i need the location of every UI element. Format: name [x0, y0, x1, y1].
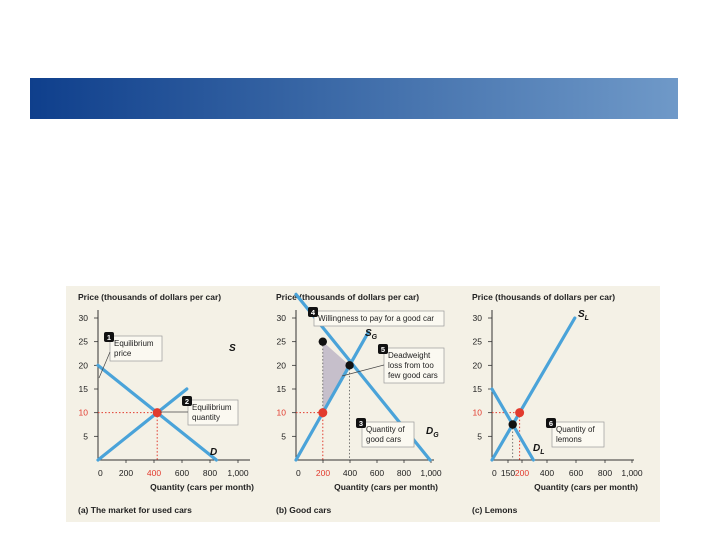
chart-2-xtick-label: 1,000: [420, 468, 442, 478]
chart-1-note-2-badge-num: 2: [185, 397, 189, 406]
chart-3-efficient-point: [508, 420, 517, 429]
chart-3-note-6-badge-num: 6: [549, 419, 553, 428]
chart-1-market-point: [152, 408, 162, 418]
chart-3-ytick-label: 10: [473, 408, 483, 418]
chart-3-xtick-label: 800: [598, 468, 612, 478]
chart-2-xtick-label: 600: [370, 468, 384, 478]
chart-2-ytick-label: 15: [277, 384, 287, 394]
chart-1-ytick-label: 10: [79, 408, 89, 418]
chart-3-label-dl: DL: [533, 443, 545, 456]
chart-2-ytick-label: 30: [277, 313, 287, 323]
chart-2-note-5-badge-num: 5: [381, 345, 385, 354]
chart-2-title: (b) Good cars: [276, 505, 332, 515]
chart-3-ytick-label: 25: [473, 337, 483, 347]
chart-2-note-4-badge: [308, 307, 318, 317]
chart-1-ylabel: Price (thousands of dollars per car): [78, 292, 221, 302]
chart-2-xtick-label: 200: [316, 468, 330, 478]
chart-3-curve-sl: [490, 316, 577, 462]
chart-2-xlabel: Quantity (cars per month): [334, 482, 438, 492]
chart-2-xtick-label: 400: [343, 468, 357, 478]
chart-1-note-2-box: [187, 399, 239, 426]
chart-2-label-dg: DG: [426, 426, 439, 439]
chart-2-note-5-pointer: [341, 364, 385, 377]
chart-3-note-6-box: [551, 421, 605, 448]
chart-3-label-sl: SL: [578, 309, 589, 322]
chart-3-ylabel: Price (thousands of dollars per car): [472, 292, 615, 302]
chart-2-note-4-badge-num: 4: [311, 308, 316, 317]
chart-1-ytick-label: 15: [79, 384, 89, 394]
chart-1-note-1-line: price: [114, 349, 132, 358]
chart-2-ytick-label: 20: [277, 360, 287, 370]
chart-2-ytick-label: 5: [281, 431, 286, 441]
chart-2-ylabel: Price (thousands of dollars per car): [276, 292, 419, 302]
chart-1-note-2-line: Equilibrium: [192, 403, 232, 412]
chart-2-note-5-line: loss from too: [388, 361, 434, 370]
chart-3-ytick-label: 30: [473, 313, 483, 323]
chart-3-xtick-label: 1,000: [621, 468, 643, 478]
chart-1-xtick-label: 0: [98, 468, 103, 478]
chart-2-market-point: [318, 408, 328, 418]
chart-1-label-s: S: [229, 343, 236, 354]
chart-1-xtick-label: 400: [147, 468, 161, 478]
chart-2-note-3-line: good cars: [366, 435, 401, 444]
chart-3-xtick-label: 600: [569, 468, 583, 478]
chart-2-note-3-line: Quantity of: [366, 425, 405, 434]
chart-1-ytick-label: 30: [79, 313, 89, 323]
title-banner: [30, 78, 678, 119]
chart-2-xtick-label: 0: [296, 468, 301, 478]
chart-2-note-5-box: [383, 347, 445, 384]
chart-3-title: (c) Lemons: [472, 505, 518, 515]
chart-1-note-1-pointer: [98, 351, 111, 379]
chart-2-ytick-label: 25: [277, 337, 287, 347]
chart-1-xtick-label: 1,000: [227, 468, 249, 478]
chart-2-note-3-badge: [356, 418, 366, 428]
chart-2-willingness-point: [318, 337, 327, 346]
chart-1-title: (a) The market for used cars: [78, 505, 192, 515]
chart-3-ytick-label: 15: [473, 384, 483, 394]
chart-2-note-4-line: Willingness to pay for a good car: [318, 314, 434, 323]
chart-2-note-3-badge-num: 3: [359, 419, 363, 428]
chart-2-note-5-line: Deadweight: [388, 351, 431, 360]
chart-1-curve-s: [96, 387, 189, 462]
chart-1-note-1-line: Equilibrium: [114, 339, 154, 348]
chart-1-note-2-badge: [182, 396, 192, 406]
chart-2-ytick-label: 10: [277, 408, 287, 418]
chart-3-xtick-label: 400: [540, 468, 554, 478]
chart-1-xtick-label: 200: [119, 468, 133, 478]
chart-2-note-4-box: [313, 310, 445, 327]
chart-1-ytick-label: 20: [79, 360, 89, 370]
chart-1-note-1-box: [109, 335, 163, 362]
chart-3-market-point: [515, 408, 525, 418]
chart-1-xtick-label: 600: [175, 468, 189, 478]
chart-2-note-5-line: few good cars: [388, 371, 438, 380]
chart-2-label-sg: SG: [365, 328, 378, 341]
chart-2-note-3-box: [361, 421, 415, 448]
chart-3-ytick-label: 5: [477, 431, 482, 441]
chart-2-xtick-label: 800: [397, 468, 411, 478]
chart-2-deadweight-area: [322, 341, 350, 413]
chart-3-xtick-label: 150: [501, 468, 515, 478]
chart-3-xtick-label: 0: [492, 468, 497, 478]
chart-3-note-6-line: Quantity of: [556, 425, 595, 434]
chart-3-note-6-line: lemons: [556, 435, 582, 444]
chart-1-ytick-label: 5: [83, 431, 88, 441]
chart-1-xlabel: Quantity (cars per month): [150, 482, 254, 492]
chart-3-note-6-badge: [546, 418, 556, 428]
chart-3-xlabel: Quantity (cars per month): [534, 482, 638, 492]
chart-2-efficient-point: [345, 361, 354, 370]
chart-3-xtick-label: 200: [515, 468, 529, 478]
chart-1-label-d: D: [210, 447, 217, 458]
chart-1-note-1-badge-num: 1: [107, 333, 111, 342]
chart-1-note-1-badge: [104, 332, 114, 342]
chart-1-ytick-label: 25: [79, 337, 89, 347]
chart-1-xtick-label: 800: [203, 468, 217, 478]
chart-2-note-5-badge: [378, 344, 388, 354]
chart-3-ytick-label: 20: [473, 360, 483, 370]
chart-1-note-2-line: quantity: [192, 413, 220, 422]
